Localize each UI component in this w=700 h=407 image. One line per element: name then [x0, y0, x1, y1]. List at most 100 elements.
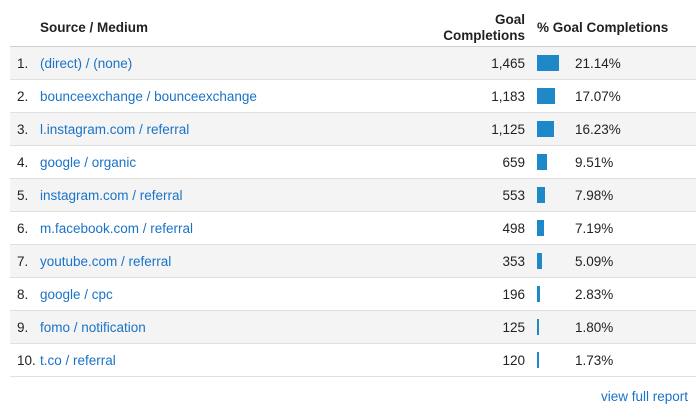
row-goal-completions: 353	[370, 244, 525, 278]
pct-label: 9.51%	[575, 154, 614, 170]
row-rank: 2.	[10, 79, 40, 113]
header-source-medium: Source / Medium	[40, 10, 370, 47]
row-pct-cell: 17.07%	[525, 79, 696, 113]
source-medium-link[interactable]: google / organic	[40, 154, 137, 170]
row-source-cell: (direct) / (none)	[40, 46, 370, 80]
footer: view full report	[601, 389, 688, 404]
source-medium-table: Source / Medium Goal Completions % Goal …	[10, 10, 696, 377]
pct-bar	[537, 253, 542, 269]
row-pct-cell: 5.09%	[525, 244, 696, 278]
row-pct-cell: 16.23%	[525, 112, 696, 146]
pct-label: 1.73%	[575, 352, 614, 368]
row-rank: 1.	[10, 46, 40, 80]
pct-bar	[537, 286, 540, 302]
table-row: 5. instagram.com / referral 553 7.98%	[10, 178, 696, 212]
row-source-cell: t.co / referral	[40, 343, 370, 377]
pct-bar-track	[537, 154, 569, 170]
row-goal-completions: 1,183	[370, 79, 525, 113]
header-pct-goal-completions: % Goal Completions	[525, 10, 696, 47]
table-row: 1. (direct) / (none) 1,465 21.14%	[10, 46, 696, 80]
header-goal-completions: Goal Completions	[370, 10, 525, 47]
row-rank: 4.	[10, 145, 40, 179]
pct-bar	[537, 319, 539, 335]
row-goal-completions: 1,125	[370, 112, 525, 146]
pct-bar	[537, 55, 559, 71]
row-source-cell: fomo / notification	[40, 310, 370, 344]
source-medium-link[interactable]: bounceexchange / bounceexchange	[40, 88, 257, 104]
row-pct-cell: 1.80%	[525, 310, 696, 344]
table-header-row: Source / Medium Goal Completions % Goal …	[10, 10, 696, 47]
table-row: 8. google / cpc 196 2.83%	[10, 277, 696, 311]
source-medium-link[interactable]: google / cpc	[40, 286, 113, 302]
table-row: 4. google / organic 659 9.51%	[10, 145, 696, 179]
row-rank: 7.	[10, 244, 40, 278]
row-goal-completions: 1,465	[370, 46, 525, 80]
source-medium-link[interactable]: youtube.com / referral	[40, 253, 172, 269]
pct-bar	[537, 220, 544, 236]
row-rank: 6.	[10, 211, 40, 245]
row-pct-cell: 2.83%	[525, 277, 696, 311]
row-goal-completions: 498	[370, 211, 525, 245]
row-source-cell: youtube.com / referral	[40, 244, 370, 278]
pct-bar	[537, 88, 555, 104]
row-goal-completions: 125	[370, 310, 525, 344]
row-pct-cell: 7.19%	[525, 211, 696, 245]
row-rank: 10.	[10, 343, 40, 377]
table-row: 7. youtube.com / referral 353 5.09%	[10, 244, 696, 278]
row-rank: 3.	[10, 112, 40, 146]
table-row: 2. bounceexchange / bounceexchange 1,183 17…	[10, 79, 696, 113]
pct-label: 1.80%	[575, 319, 614, 335]
row-pct-cell: 21.14%	[525, 46, 696, 80]
row-goal-completions: 553	[370, 178, 525, 212]
row-source-cell: bounceexchange / bounceexchange	[40, 79, 370, 113]
header-rank	[10, 10, 40, 47]
goal-completions-report: Source / Medium Goal Completions % Goal …	[10, 10, 696, 404]
row-goal-completions: 196	[370, 277, 525, 311]
pct-bar-track	[537, 55, 569, 71]
header-goal-completions-line2: Completions	[443, 28, 525, 43]
pct-label: 7.98%	[575, 187, 614, 203]
pct-bar	[537, 121, 554, 137]
row-source-cell: google / cpc	[40, 277, 370, 311]
header-goal-completions-line1: Goal	[494, 12, 525, 27]
row-goal-completions: 659	[370, 145, 525, 179]
pct-bar-track	[537, 121, 569, 137]
view-full-report-link[interactable]: view full report	[600, 389, 688, 404]
row-goal-completions: 120	[370, 343, 525, 377]
table-row: 10. t.co / referral 120 1.73%	[10, 343, 696, 377]
pct-bar	[537, 154, 547, 170]
row-source-cell: instagram.com / referral	[40, 178, 370, 212]
source-medium-link[interactable]: l.instagram.com / referral	[40, 121, 190, 137]
table-row: 9. fomo / notification 125 1.80%	[10, 310, 696, 344]
pct-label: 16.23%	[575, 121, 621, 137]
pct-label: 5.09%	[575, 253, 614, 269]
source-medium-link[interactable]: fomo / notification	[40, 319, 146, 335]
row-source-cell: google / organic	[40, 145, 370, 179]
pct-bar-track	[537, 220, 569, 236]
row-rank: 5.	[10, 178, 40, 212]
row-source-cell: m.facebook.com / referral	[40, 211, 370, 245]
pct-bar-track	[537, 319, 569, 335]
pct-label: 2.83%	[575, 286, 614, 302]
table-row: 6. m.facebook.com / referral 498 7.19%	[10, 211, 696, 245]
pct-bar	[537, 187, 545, 203]
pct-label: 7.19%	[575, 220, 614, 236]
pct-bar-track	[537, 286, 569, 302]
pct-bar-track	[537, 253, 569, 269]
pct-label: 21.14%	[575, 55, 621, 71]
source-medium-link[interactable]: t.co / referral	[40, 352, 116, 368]
row-rank: 9.	[10, 310, 40, 344]
row-pct-cell: 7.98%	[525, 178, 696, 212]
pct-label: 17.07%	[575, 88, 621, 104]
source-medium-link[interactable]: m.facebook.com / referral	[40, 220, 194, 236]
pct-bar-track	[537, 88, 569, 104]
row-source-cell: l.instagram.com / referral	[40, 112, 370, 146]
pct-bar-track	[537, 187, 569, 203]
source-medium-link[interactable]: instagram.com / referral	[40, 187, 183, 203]
row-pct-cell: 9.51%	[525, 145, 696, 179]
source-medium-link[interactable]: (direct) / (none)	[40, 55, 133, 71]
pct-bar-track	[537, 352, 569, 368]
table-row: 3. l.instagram.com / referral 1,125 16.23%	[10, 112, 696, 146]
pct-bar	[537, 352, 539, 368]
row-rank: 8.	[10, 277, 40, 311]
